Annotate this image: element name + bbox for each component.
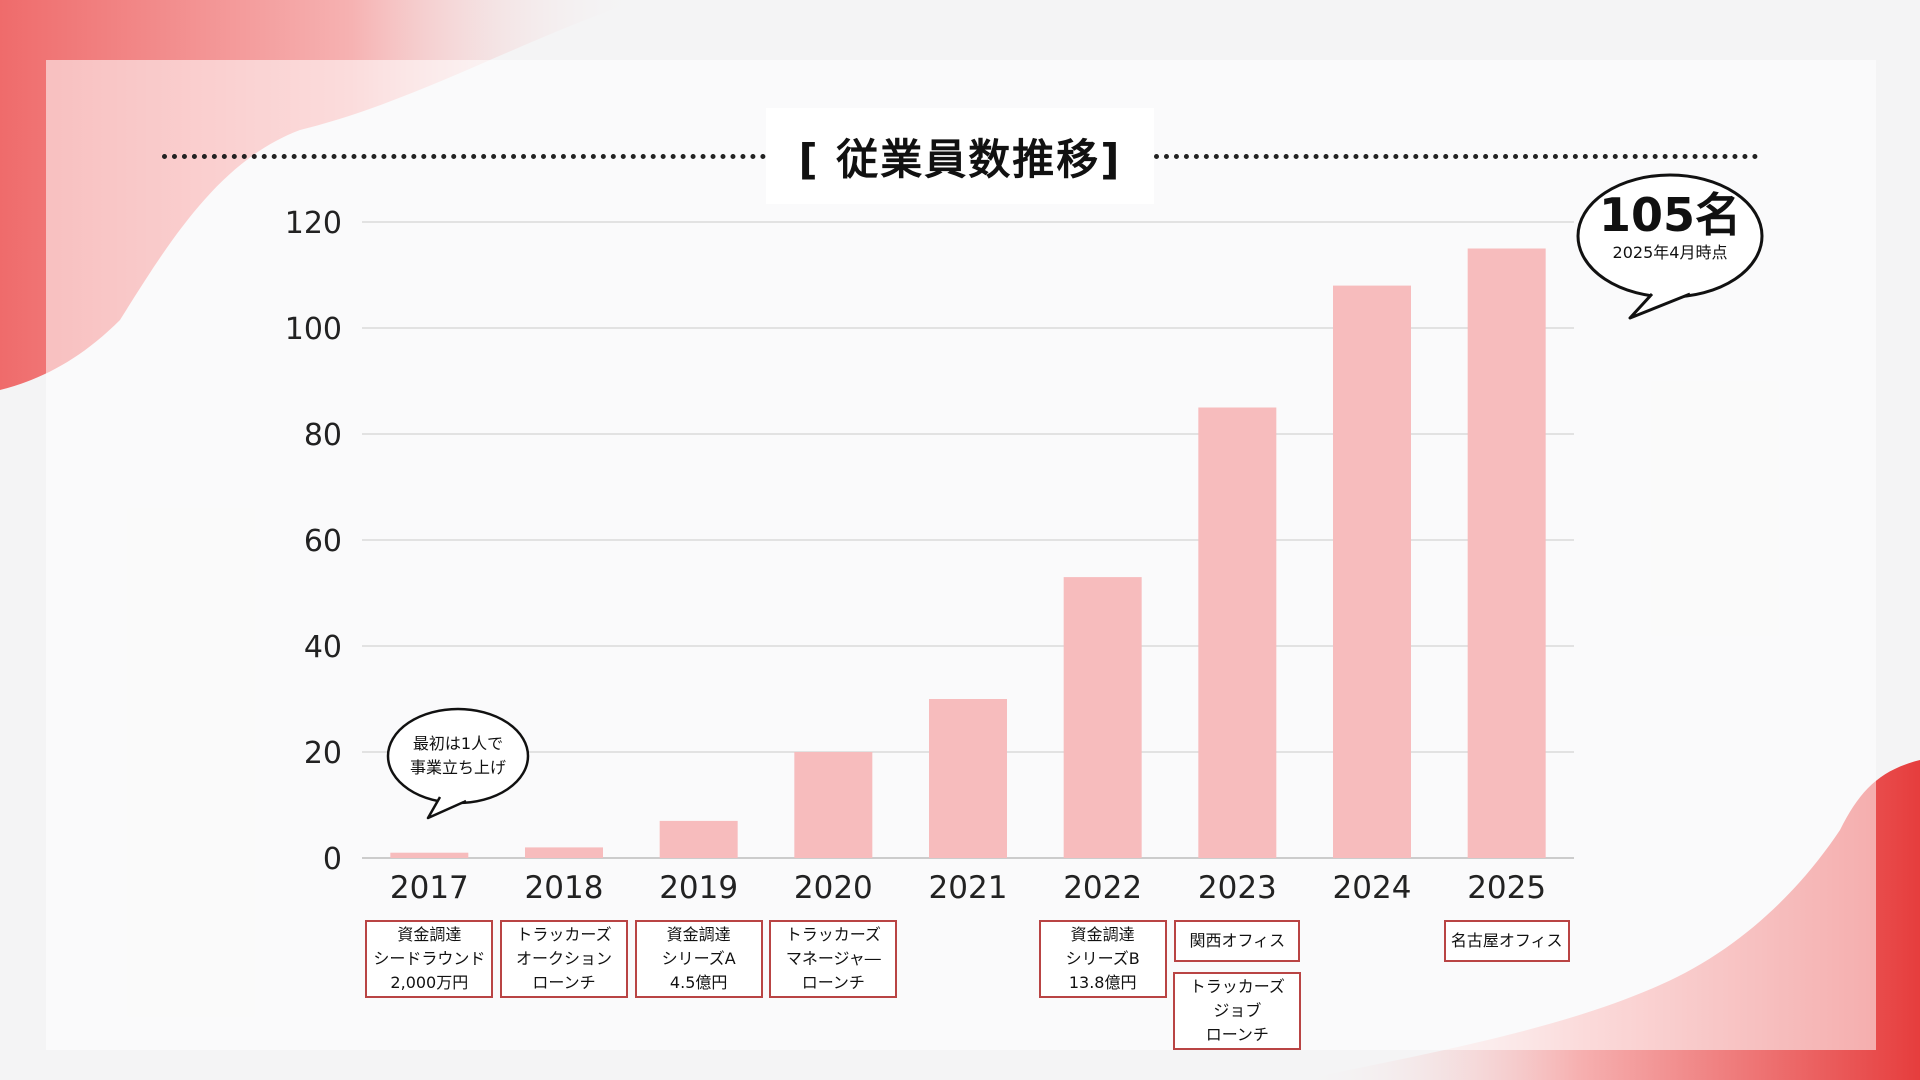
x-tick-label: 2018 — [525, 870, 604, 906]
x-tick-label: 2022 — [1063, 870, 1142, 906]
y-tick-label: 80 — [304, 418, 342, 453]
milestone-note: 資金調達シリーズA 4.5億円 — [634, 920, 763, 998]
milestone-note-line: トラッカーズ — [516, 925, 612, 944]
callout-start-bubble — [386, 707, 530, 820]
milestone-note: 資金調達シードラウンド 2,000万円 — [365, 920, 494, 998]
milestone-note-line: シードラウンド — [373, 949, 486, 968]
bar-2023 — [1198, 407, 1277, 858]
y-axis-ticks: 0 20 40 60 80 100 120 — [285, 206, 342, 877]
callout-total-date: 2025年4月時点 — [1612, 243, 1728, 262]
x-tick-label: 2019 — [659, 870, 738, 906]
title-box: [ 従業員数推移] — [766, 108, 1154, 204]
y-tick-label: 120 — [285, 206, 342, 241]
y-tick-label: 100 — [285, 312, 342, 347]
callout-total-value: 105名 — [1598, 188, 1742, 242]
milestone-note: トラッカーズ マネージャ― ローンチ — [769, 920, 898, 998]
milestone-note-line: シリーズB — [1065, 949, 1140, 968]
x-tick-label: 2017 — [390, 870, 469, 906]
milestone-note-line: トラッカーズ — [1189, 977, 1285, 996]
milestone-note: 名古屋オフィス — [1443, 920, 1570, 962]
milestone-note-line: ローンチ — [532, 973, 596, 992]
y-tick-label: 40 — [304, 630, 342, 665]
milestone-note-line: 資金調達 — [1070, 925, 1135, 944]
bar-2020 — [794, 752, 873, 858]
milestone-note-line: 関西オフィス — [1189, 931, 1286, 950]
milestone-note-line: 4.5億円 — [669, 973, 728, 992]
milestone-note-line: オークション — [515, 949, 612, 968]
callout-start-line1: 最初は1人で — [412, 734, 504, 753]
milestone-note-line: トラッカーズ — [785, 925, 881, 944]
title-rule-left — [162, 154, 766, 159]
chart-card — [46, 60, 1876, 1050]
callout-total-bubble — [1576, 173, 1764, 320]
title-rule-right — [1154, 154, 1758, 159]
milestone-note: 関西オフィス — [1174, 920, 1301, 962]
y-tick-label: 20 — [304, 736, 342, 771]
milestone-note-line: ローンチ — [1205, 1025, 1269, 1044]
milestone-note-line: 13.8億円 — [1068, 973, 1137, 992]
milestone-note-line: 2,000万円 — [390, 973, 469, 992]
x-axis-ticks: 2017 2018 2019 2020 2021 2022 2023 2024 2025 — [390, 870, 1546, 906]
bars — [390, 248, 1546, 859]
bar-2021 — [929, 699, 1007, 858]
milestone-note-line: シリーズA — [661, 949, 736, 968]
callout-start-line2: 事業立ち上げ — [409, 758, 506, 777]
callout-total-text: 105名 2025年4月時点 — [1580, 188, 1760, 264]
milestone-note: トラッカーズ ジョブローンチ — [1173, 972, 1302, 1050]
bar-2019 — [659, 820, 738, 858]
x-tick-label: 2025 — [1467, 870, 1546, 906]
y-tick-label: 60 — [304, 524, 342, 559]
x-tick-label: 2021 — [929, 870, 1008, 906]
milestone-note-line: ローンチ — [801, 973, 865, 992]
bar-2022 — [1063, 577, 1142, 858]
chart-title: [ 従業員数推移] — [798, 134, 1122, 184]
bar-2025 — [1467, 248, 1546, 858]
milestone-note: 資金調達シリーズB 13.8億円 — [1038, 920, 1167, 998]
bar-2024 — [1333, 285, 1411, 859]
milestone-note-line: 名古屋オフィス — [1450, 931, 1563, 950]
bar-2018 — [525, 847, 603, 858]
x-tick-label: 2020 — [794, 870, 873, 906]
milestone-note: トラッカーズ オークション ローンチ — [500, 920, 628, 998]
bar-2017 — [390, 852, 469, 858]
y-tick-label: 0 — [323, 842, 342, 877]
milestone-note-line: ジョブ — [1213, 1001, 1262, 1020]
milestone-note-line: 資金調達 — [666, 925, 731, 944]
callout-start-text: 最初は1人で 事業立ち上げ — [388, 732, 528, 780]
milestone-note-line: 資金調達 — [397, 925, 462, 944]
x-tick-label: 2023 — [1198, 870, 1277, 906]
milestone-note-line: マネージャ― — [785, 949, 881, 968]
x-tick-label: 2024 — [1333, 870, 1412, 906]
